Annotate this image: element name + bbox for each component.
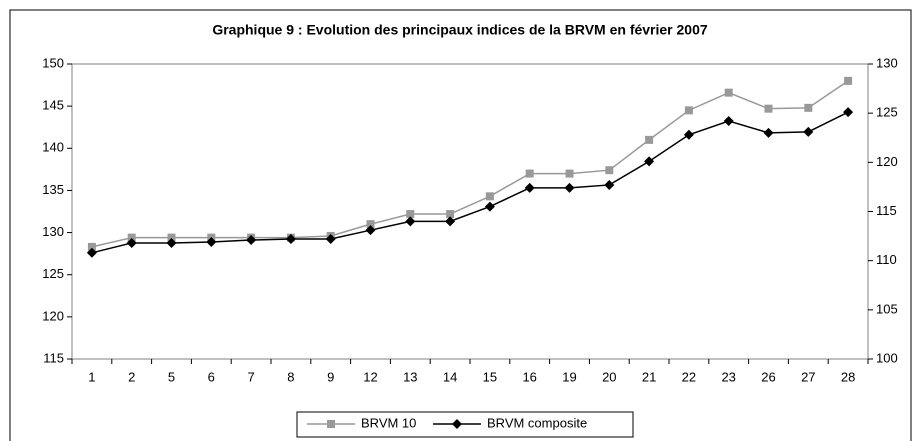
marker (126, 237, 137, 248)
x-tick-label: 6 (208, 369, 215, 384)
x-tick-label: 15 (483, 369, 497, 384)
y-tick-label: 140 (42, 140, 64, 155)
marker (406, 210, 415, 219)
x-tick-label: 19 (562, 369, 576, 384)
marker (764, 104, 773, 113)
y-tick-label: 120 (42, 308, 64, 323)
chart-frame (9, 9, 912, 441)
marker (564, 182, 575, 193)
marker (844, 76, 853, 85)
x-tick-label: 7 (247, 369, 254, 384)
marker (87, 242, 96, 251)
series-line (91, 111, 849, 254)
marker (644, 156, 655, 167)
x-tick-label: 21 (642, 369, 656, 384)
marker (485, 192, 494, 201)
marker (127, 233, 136, 242)
marker (724, 88, 733, 97)
x-tick-label: 1 (88, 369, 95, 384)
series-line (91, 80, 849, 248)
marker (206, 236, 217, 247)
x-tick-label: 27 (801, 369, 815, 384)
marker (325, 234, 336, 245)
marker (365, 225, 376, 236)
x-tick-label: 22 (682, 369, 696, 384)
marker (166, 237, 177, 248)
x-tick-label: 28 (841, 369, 855, 384)
legend-marker (327, 420, 335, 428)
y2-tick-label: 120 (876, 154, 898, 169)
x-tick-label: 5 (168, 369, 175, 384)
y2-tick-label: 125 (876, 105, 898, 120)
marker (445, 216, 456, 227)
marker (763, 127, 774, 138)
x-tick-label: 2 (128, 369, 135, 384)
legend-label: BRVM 10 (361, 415, 416, 430)
marker (803, 126, 814, 137)
y-tick-label: 145 (42, 98, 64, 113)
marker (366, 220, 375, 229)
marker (843, 107, 854, 118)
y2-tick-label: 110 (876, 252, 897, 267)
marker (684, 106, 693, 115)
marker (565, 169, 574, 178)
marker (524, 182, 535, 193)
marker (405, 216, 416, 227)
x-tick-label: 12 (363, 369, 377, 384)
y-tick-label: 135 (42, 182, 64, 197)
chart-title: Graphique 9 : Evolution des principaux i… (212, 22, 708, 38)
x-tick-label: 13 (403, 369, 417, 384)
marker (683, 129, 694, 140)
y-tick-label: 115 (43, 350, 64, 365)
marker (86, 247, 97, 258)
marker (167, 233, 176, 242)
marker (525, 169, 534, 178)
x-tick-label: 8 (287, 369, 294, 384)
y-tick-label: 125 (42, 266, 64, 281)
marker (804, 103, 813, 112)
marker (723, 116, 734, 127)
y2-tick-label: 115 (876, 203, 897, 218)
x-tick-label: 14 (443, 369, 457, 384)
marker (446, 210, 455, 219)
x-tick-label: 26 (761, 369, 775, 384)
y-tick-label: 130 (42, 224, 64, 239)
x-tick-label: 23 (721, 369, 735, 384)
marker (605, 166, 614, 175)
marker (246, 235, 257, 246)
y2-tick-label: 130 (876, 55, 898, 70)
y-tick-label: 150 (42, 55, 64, 70)
x-tick-label: 9 (327, 369, 334, 384)
marker (645, 135, 654, 144)
marker (604, 179, 615, 190)
legend-marker (452, 419, 462, 429)
marker (285, 234, 296, 245)
y2-tick-label: 105 (876, 301, 898, 316)
x-tick-label: 20 (602, 369, 616, 384)
marker (484, 201, 495, 212)
y2-tick-label: 100 (876, 350, 898, 365)
x-tick-label: 16 (522, 369, 536, 384)
legend-label: BRVM composite (487, 415, 587, 430)
